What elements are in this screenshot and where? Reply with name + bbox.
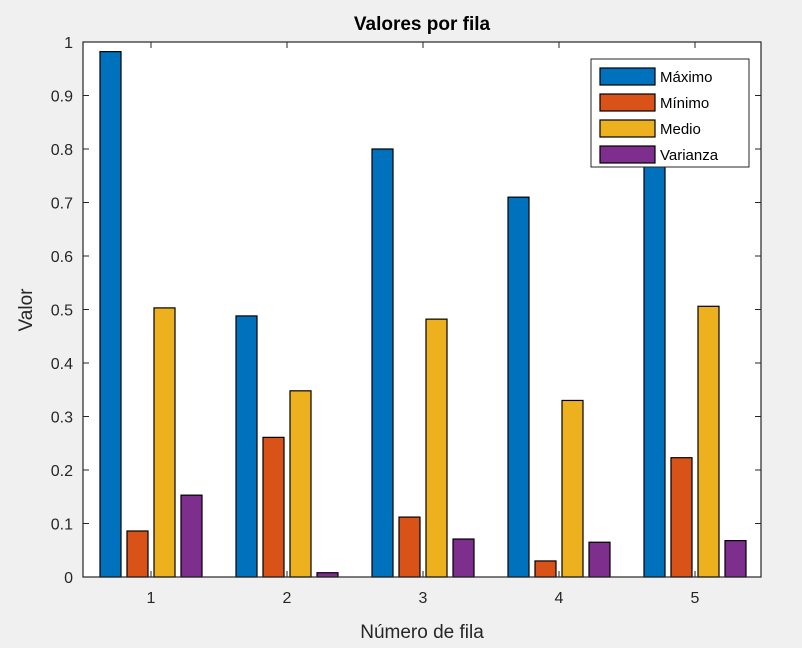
legend-swatch-máximo bbox=[599, 67, 656, 86]
bar-máximo-4 bbox=[507, 196, 530, 578]
y-tick-label: 0.6 bbox=[51, 249, 73, 266]
y-tick-label: 0 bbox=[64, 570, 73, 587]
y-tick-label: 0.7 bbox=[51, 196, 73, 213]
legend-label-medio: Medio bbox=[660, 121, 701, 138]
y-tick-label: 0.5 bbox=[51, 303, 73, 320]
bar-medio-3 bbox=[425, 318, 448, 578]
x-axis-label: Número de fila bbox=[360, 622, 484, 643]
bar-mínimo-4 bbox=[534, 560, 557, 578]
bar-máximo-2 bbox=[235, 315, 258, 578]
bar-varianza-3 bbox=[452, 538, 475, 578]
y-tick-label: 0.8 bbox=[51, 142, 73, 159]
x-tick-label: 1 bbox=[147, 590, 156, 607]
bars-group bbox=[99, 51, 747, 578]
legend-swatch-mínimo bbox=[599, 93, 656, 112]
y-tick-label: 0.4 bbox=[51, 356, 73, 373]
bar-mínimo-2 bbox=[262, 436, 285, 578]
y-tick-label: 0.9 bbox=[51, 89, 73, 106]
bar-medio-1 bbox=[153, 307, 176, 578]
bar-varianza-1 bbox=[180, 494, 203, 578]
legend-swatch-varianza bbox=[599, 145, 656, 164]
bar-mínimo-3 bbox=[398, 516, 421, 578]
bar-máximo-3 bbox=[371, 148, 394, 578]
bar-medio-2 bbox=[289, 390, 312, 578]
bar-máximo-1 bbox=[99, 51, 122, 578]
y-tick-label: 1 bbox=[64, 35, 73, 52]
bar-mínimo-1 bbox=[126, 530, 149, 578]
bar-medio-4 bbox=[561, 399, 584, 578]
chart-title: Valores por fila bbox=[354, 14, 491, 35]
legend-label-mínimo: Mínimo bbox=[660, 95, 709, 112]
bar-varianza-2 bbox=[316, 572, 339, 578]
x-tick-label: 4 bbox=[555, 590, 564, 607]
y-tick-label: 0.3 bbox=[51, 410, 73, 427]
x-tick-label: 5 bbox=[691, 590, 700, 607]
y-tick-label: 0.1 bbox=[51, 517, 73, 534]
legend-swatch-medio bbox=[599, 119, 656, 138]
bar-máximo-5 bbox=[643, 156, 666, 578]
legend: Máximo Mínimo Medio Varianza bbox=[590, 58, 750, 168]
bar-medio-5 bbox=[697, 305, 720, 578]
bar-varianza-4 bbox=[588, 541, 611, 578]
y-axis-label: Valor bbox=[16, 288, 37, 332]
legend-label-varianza: Varianza bbox=[660, 147, 719, 164]
x-tick-label: 2 bbox=[283, 590, 292, 607]
legend-label-máximo: Máximo bbox=[660, 69, 713, 86]
y-tick-label: 0.2 bbox=[51, 463, 73, 480]
x-tick-label: 3 bbox=[419, 590, 428, 607]
bar-varianza-5 bbox=[724, 540, 747, 578]
axes-group: 0 0.1 0.2 0.3 0.4 0.5 0.6 0.7 0.8 0.9 1 1 2 3 4 5 bbox=[51, 35, 762, 607]
bar-mínimo-5 bbox=[670, 457, 693, 578]
